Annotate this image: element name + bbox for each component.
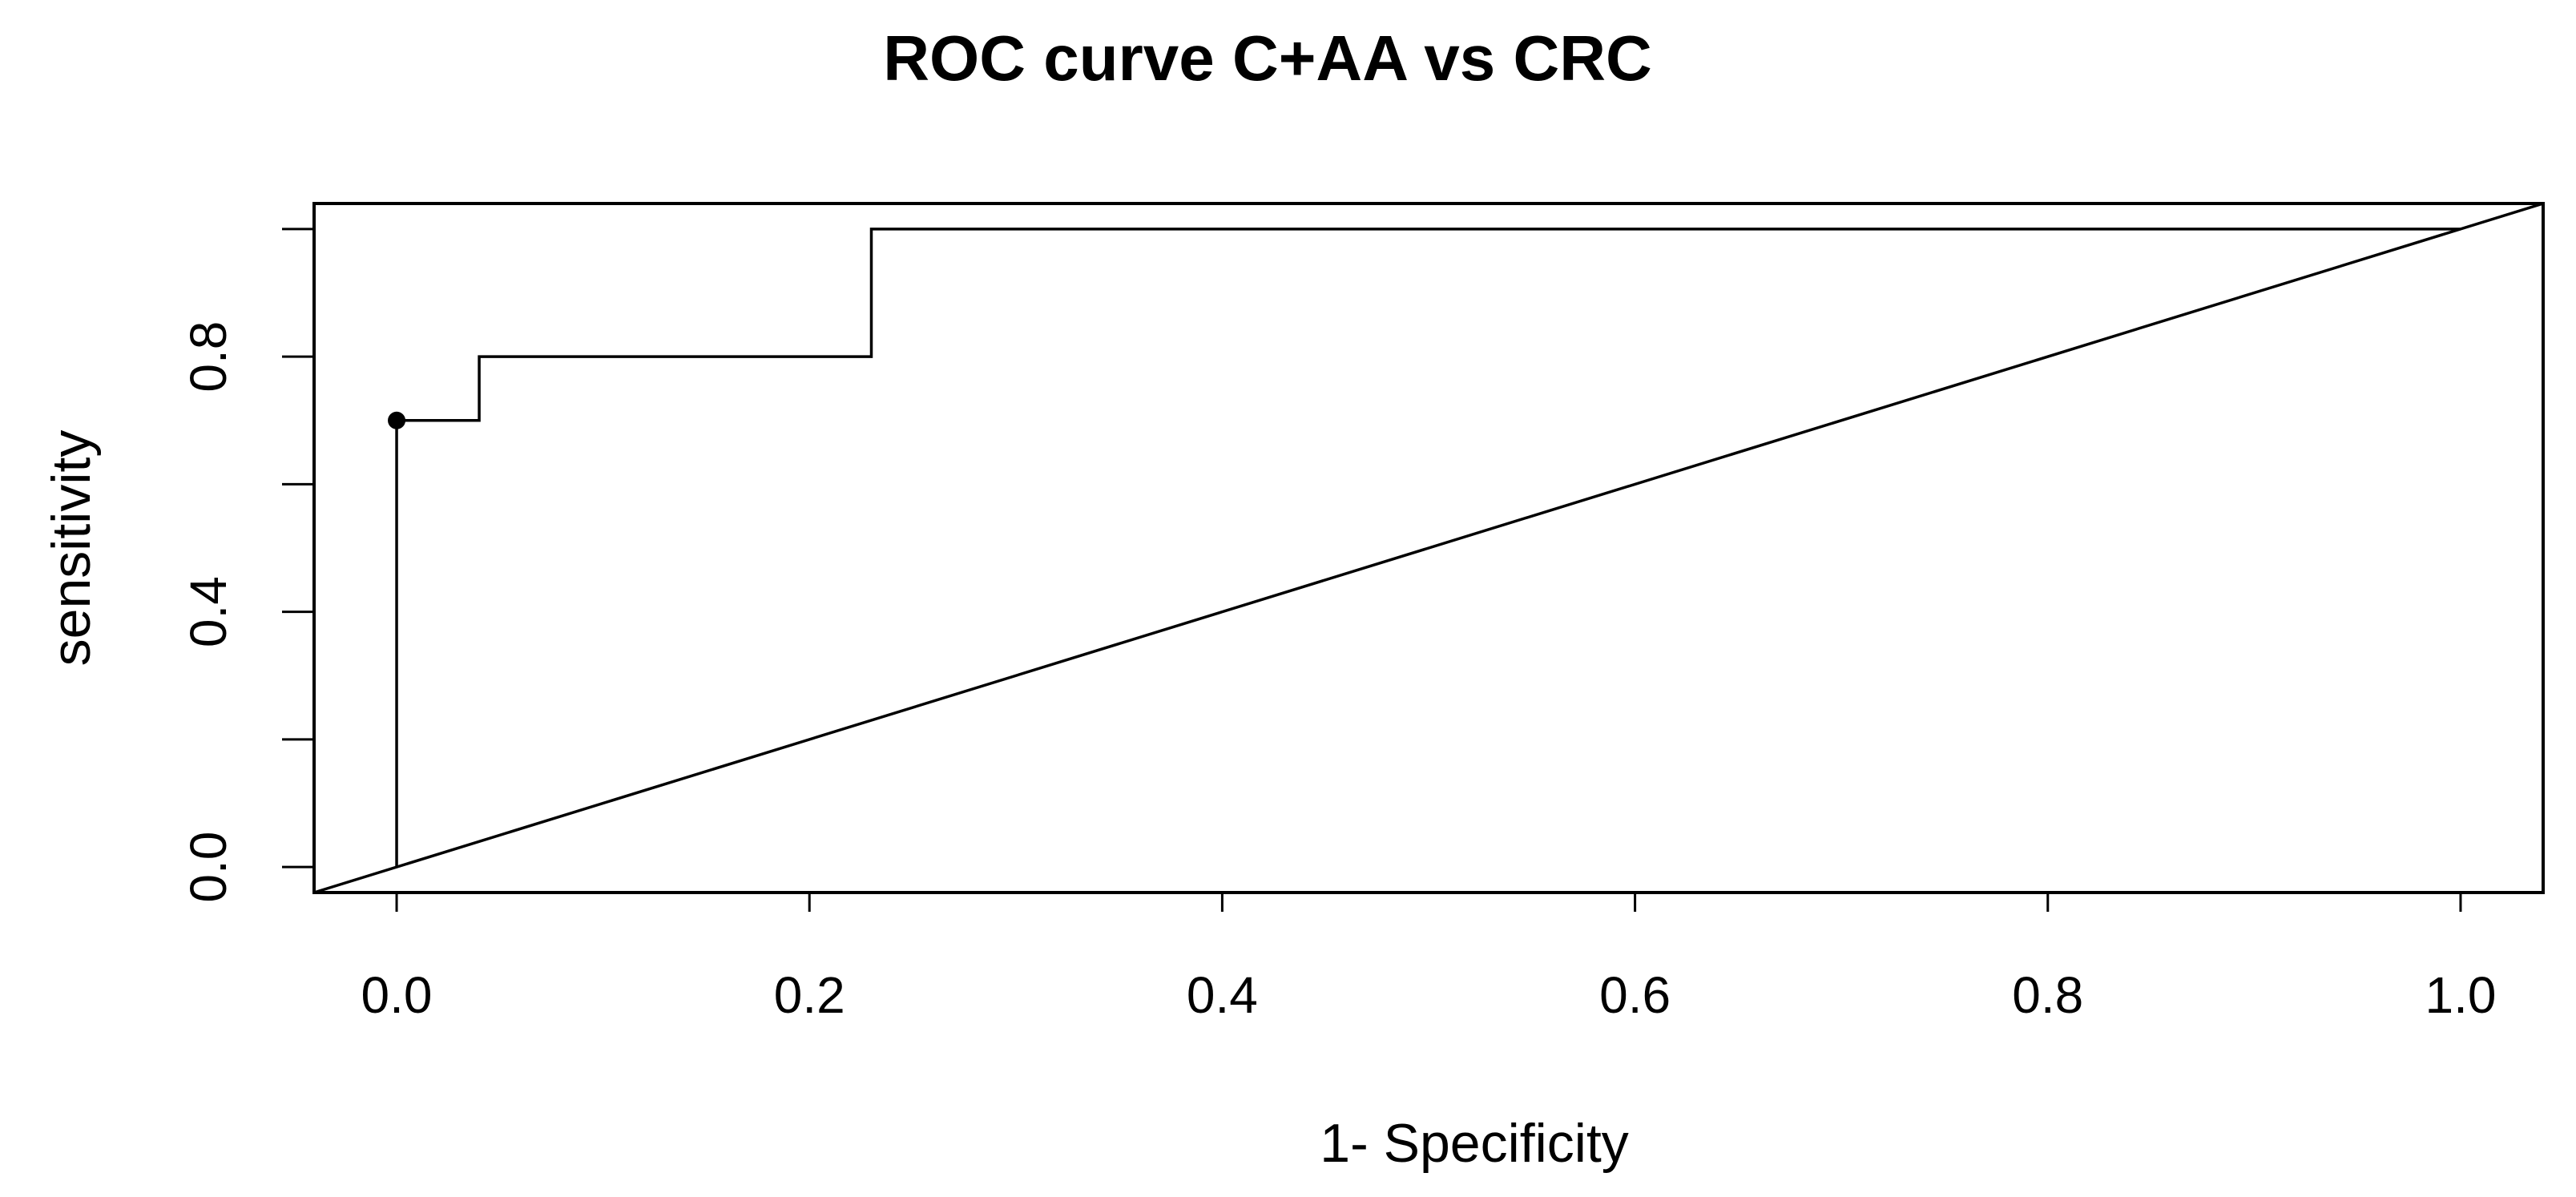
cutoff-point [388, 411, 406, 429]
y-tick-label: 0.4 [179, 576, 237, 647]
x-tick-label: 0.4 [1187, 966, 1258, 1024]
y-tick-label: 0.0 [179, 832, 237, 903]
x-tick-label: 0.6 [1599, 966, 1671, 1024]
chart-title: ROC curve C+AA vs CRC [883, 22, 1652, 94]
reference-diagonal-line [313, 202, 2544, 894]
y-axis-label: sensitivity [41, 430, 102, 667]
x-tick-label: 0.2 [774, 966, 845, 1024]
series-layer [313, 202, 2544, 894]
y-tick-label: 0.8 [179, 321, 237, 393]
y-axis: 0.0 0.4 0.8 [179, 228, 316, 903]
x-axis: 0.0 0.2 0.4 0.6 0.8 1.0 [361, 891, 2496, 1024]
x-tick-label: 0.8 [2012, 966, 2083, 1024]
x-tick-label: 1.0 [2425, 966, 2496, 1024]
x-tick-label: 0.0 [361, 966, 433, 1024]
x-axis-label: 1- Specificity [1320, 1113, 1628, 1174]
